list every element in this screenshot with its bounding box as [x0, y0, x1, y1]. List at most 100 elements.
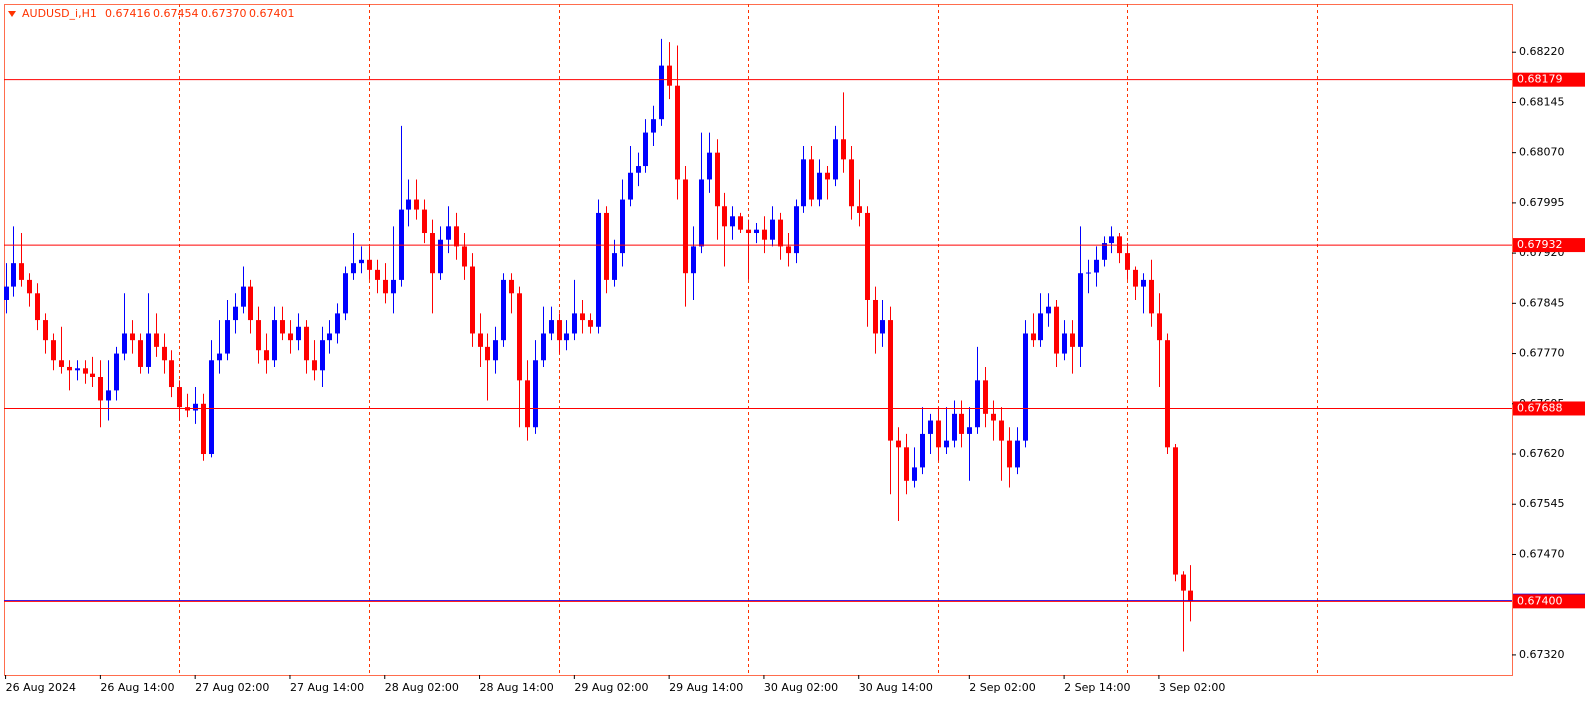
y-tick-label: 0.68145: [1519, 95, 1565, 108]
candle-body: [320, 340, 325, 371]
candle-body: [572, 313, 577, 334]
y-tick-label: 0.67995: [1519, 196, 1565, 209]
candle-body: [493, 340, 498, 361]
candle-body: [406, 199, 411, 210]
candle-body: [959, 413, 964, 434]
candle-body: [122, 333, 127, 354]
candle-body: [651, 119, 656, 133]
candle-body: [722, 206, 727, 227]
candle-body: [1046, 306, 1051, 314]
candle-body: [517, 293, 522, 381]
candle-body: [422, 209, 427, 234]
y-tick-label: 0.67320: [1519, 648, 1565, 661]
candle-body: [106, 390, 111, 401]
candle-body: [35, 293, 40, 321]
candle-body: [525, 380, 530, 428]
candle-body: [691, 246, 696, 274]
candle-body: [162, 346, 167, 361]
candle-body: [217, 353, 222, 361]
header-value: 0.67416: [105, 7, 151, 20]
candle-body: [169, 360, 174, 388]
candle-body: [857, 206, 862, 213]
candle-body: [675, 85, 680, 180]
candle-body: [1149, 279, 1154, 314]
candle-body: [533, 360, 538, 428]
candle-body: [983, 380, 988, 414]
candle-body: [454, 226, 459, 247]
candle-body: [383, 279, 388, 294]
x-tick-label: 29 Aug 14:00: [669, 681, 743, 694]
x-tick-label: 2 Sep 14:00: [1064, 681, 1130, 694]
candle-body: [1023, 333, 1028, 441]
candle-body: [699, 179, 704, 247]
candle-body: [225, 320, 230, 354]
candle-body: [241, 286, 246, 307]
candle-body: [1031, 333, 1036, 341]
candle-body: [770, 219, 775, 240]
candle-body: [659, 65, 664, 120]
x-tick-label: 29 Aug 02:00: [574, 681, 648, 694]
candle-body: [177, 387, 182, 408]
candle-body: [114, 353, 119, 391]
candle-body: [778, 219, 783, 247]
candle-body: [620, 199, 625, 254]
x-tick-label: 26 Aug 14:00: [100, 681, 174, 694]
candle-body: [762, 229, 767, 240]
y-tick-label: 0.67770: [1519, 347, 1565, 360]
candle-body: [707, 152, 712, 180]
candle-body: [130, 333, 135, 341]
candle-body: [501, 279, 506, 341]
candle-body: [1157, 313, 1162, 341]
plot-frame: [4, 4, 1513, 676]
candle-body: [1078, 273, 1083, 347]
level-label-box: [1513, 401, 1585, 416]
candle-body: [794, 206, 799, 254]
x-tick-label: 27 Aug 02:00: [195, 681, 269, 694]
candle-body: [1188, 590, 1193, 601]
x-tick-label: 28 Aug 14:00: [480, 681, 554, 694]
candle-body: [643, 132, 648, 167]
candle-body: [296, 326, 301, 341]
candle-body: [335, 313, 340, 334]
candle-body: [83, 368, 88, 374]
candle-body: [1054, 306, 1059, 354]
candle-body: [833, 139, 838, 180]
candle-body: [1102, 243, 1107, 260]
candle-body: [801, 159, 806, 207]
candle-body: [817, 172, 822, 200]
header-value: 0.67401: [249, 7, 295, 20]
candle-body: [975, 380, 980, 428]
candle-body: [438, 239, 443, 274]
candle-body: [414, 199, 419, 210]
collapse-icon: [8, 11, 16, 17]
candle-body: [928, 420, 933, 434]
candle-body: [1038, 313, 1043, 341]
candle-body: [51, 340, 56, 361]
candle-body: [746, 229, 751, 234]
x-tick-label: 3 Sep 02:00: [1159, 681, 1225, 694]
candle-body: [564, 333, 569, 341]
candle-body: [738, 216, 743, 230]
level-label-box: [1513, 72, 1585, 87]
candle-body: [256, 320, 261, 351]
candle-body: [11, 263, 16, 287]
candle-body: [952, 413, 957, 441]
x-tick-label: 27 Aug 14:00: [290, 681, 364, 694]
candle-body: [1133, 269, 1138, 287]
candle-body: [509, 279, 514, 294]
candle-body: [1062, 333, 1067, 354]
y-tick-label: 0.68220: [1519, 45, 1565, 58]
y-tick-label: 0.67620: [1519, 447, 1565, 460]
y-tick-label: 0.67470: [1519, 547, 1565, 560]
header-value: 0.67370: [201, 7, 247, 20]
candle-body: [359, 259, 364, 264]
candle-body: [904, 447, 909, 481]
candle-body: [351, 263, 356, 274]
candle-body: [288, 333, 293, 341]
level-label: 0.67932: [1517, 238, 1563, 251]
candle-body: [596, 212, 601, 327]
candle-body: [375, 269, 380, 280]
y-tick-label: 0.68070: [1519, 146, 1565, 159]
candle-body: [201, 403, 206, 455]
candle-body: [786, 246, 791, 254]
